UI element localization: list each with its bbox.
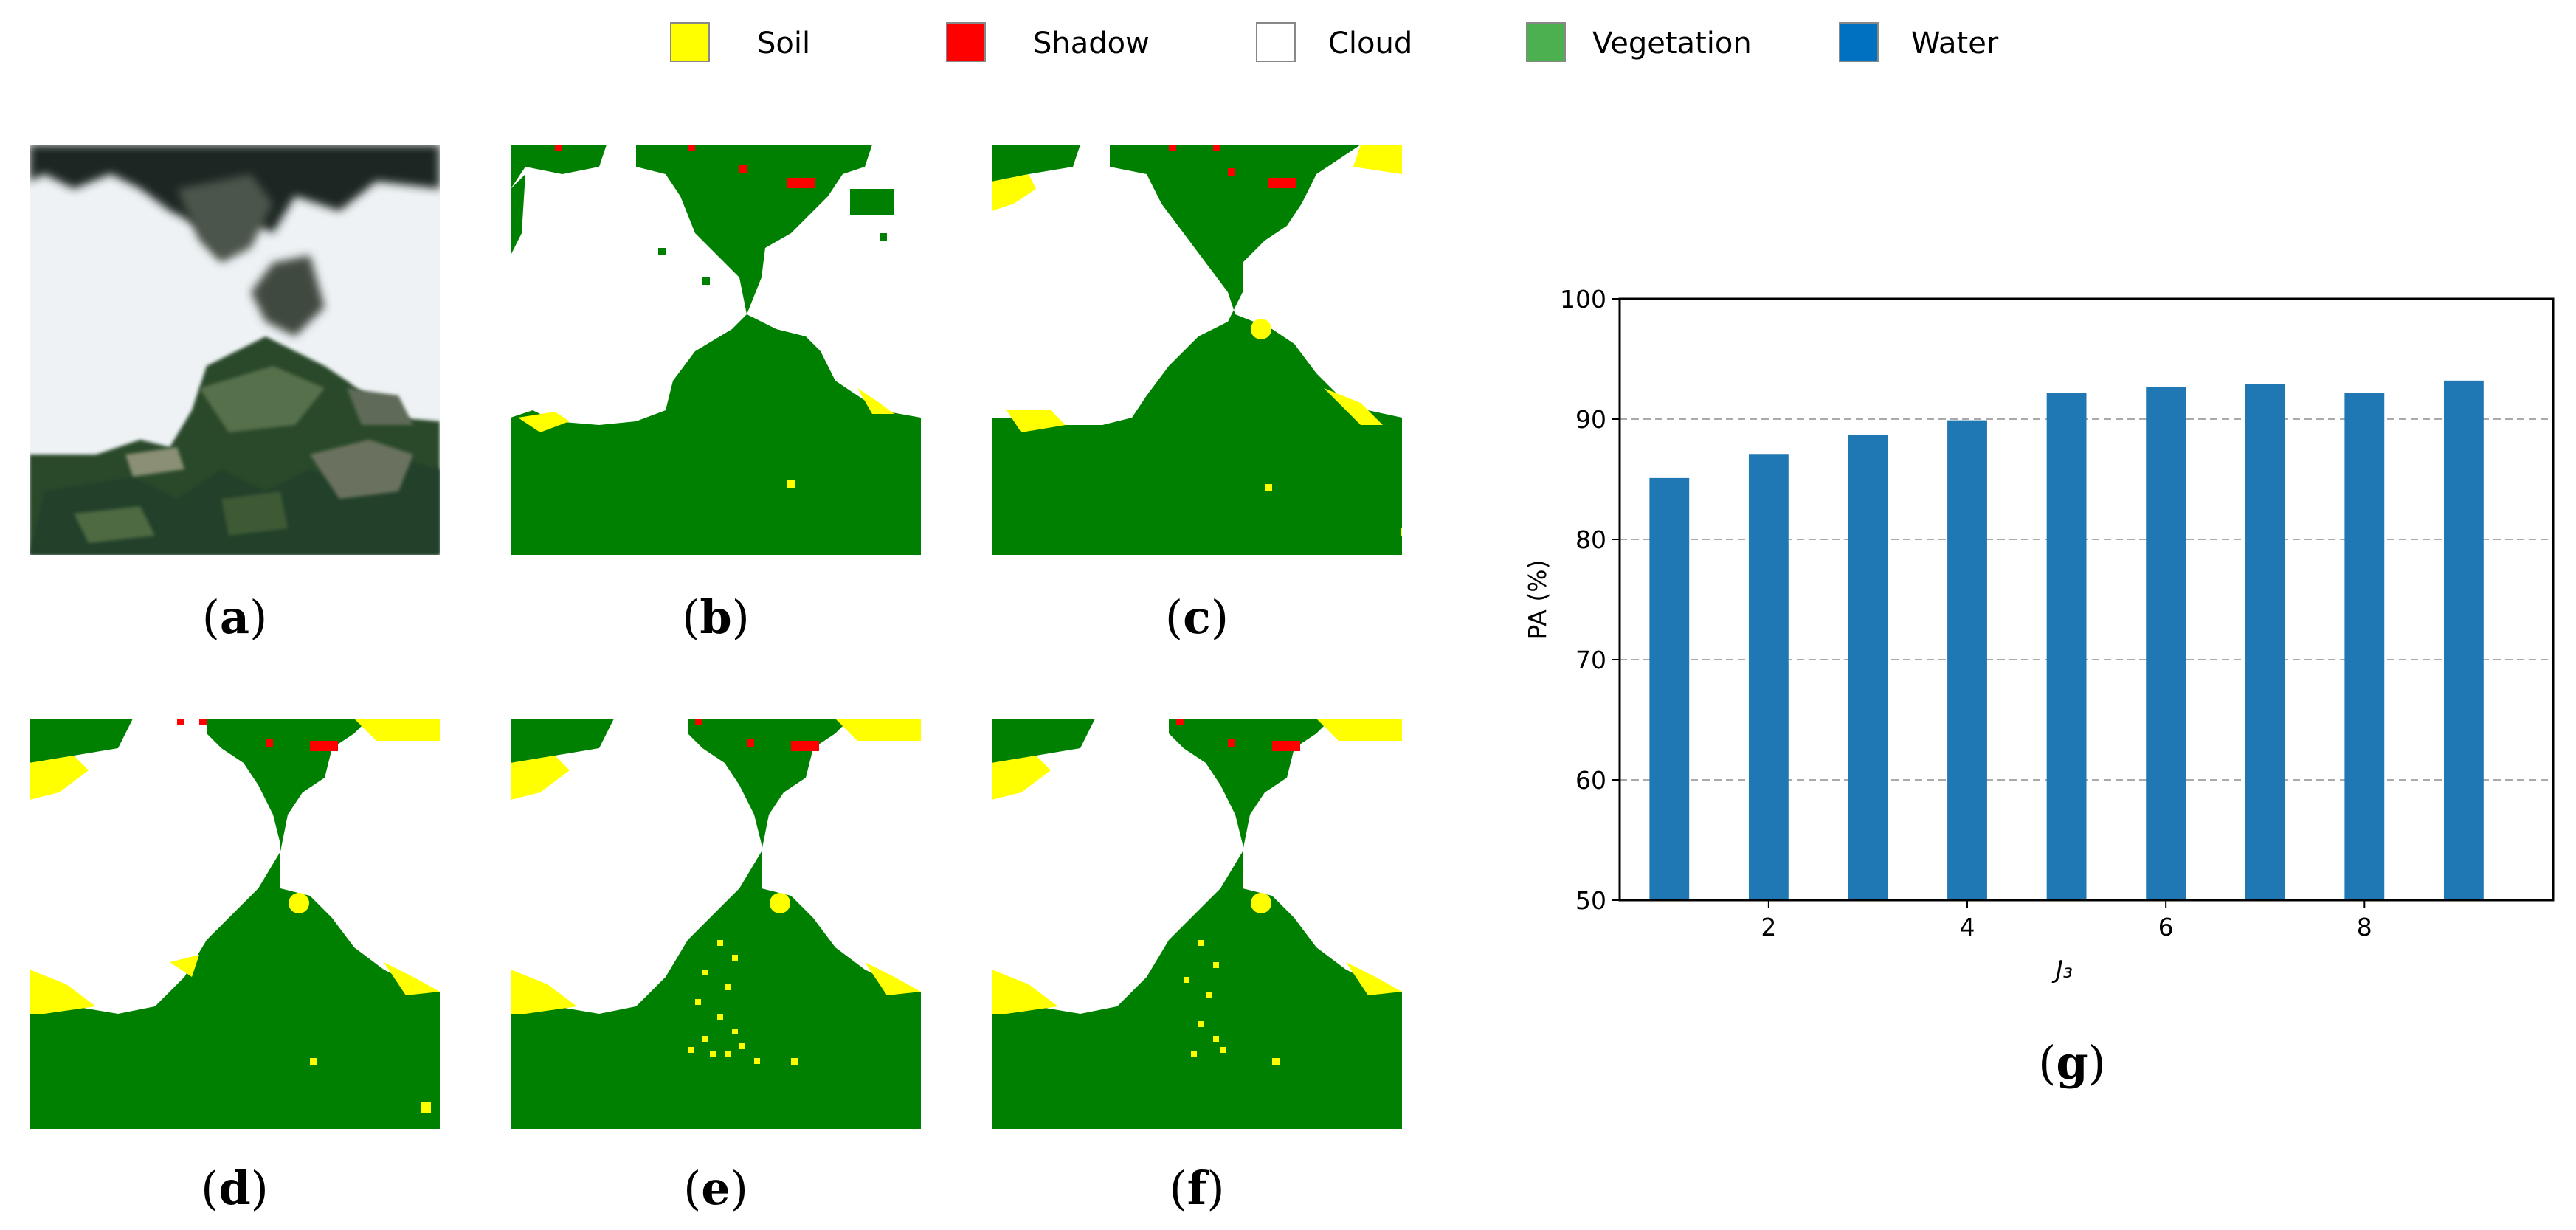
bar-j3-5 [2046, 393, 2087, 900]
x-tick-label-6: 6 [2158, 913, 2174, 941]
y-tick-label-90: 90 [1575, 405, 1606, 434]
legend-swatch-shadow [946, 22, 986, 62]
satellite-image-a [30, 145, 440, 555]
bar-j3-9 [2443, 380, 2484, 900]
bar-j3-3 [1848, 435, 1888, 900]
legend-swatch-water [1839, 22, 1879, 62]
classification-map-e [511, 719, 921, 1129]
y-tick-label-50: 50 [1575, 886, 1606, 915]
bars [1649, 380, 2484, 900]
legend-swatch-vegetation [1526, 22, 1566, 62]
legend-swatch-cloud [1256, 22, 1296, 62]
caption-g: (g) [2038, 1036, 2106, 1090]
classification-map-f [992, 719, 1402, 1129]
pa-bar-chart: 50 60 70 80 90 100 2 4 6 8 PA (%) J₃ [1505, 280, 2575, 989]
y-tick-label-60: 60 [1575, 766, 1606, 795]
bar-j3-8 [2344, 393, 2385, 900]
classification-map-c [992, 145, 1402, 555]
legend-label-soil: Soil [757, 27, 811, 61]
caption-c: (c) [1164, 590, 1229, 644]
x-tick-label-4: 4 [1960, 913, 1975, 941]
bar-j3-7 [2245, 384, 2285, 900]
x-tick-label-2: 2 [1761, 913, 1776, 941]
legend-label-vegetation: Vegetation [1592, 27, 1752, 61]
chart-svg: 50 60 70 80 90 100 2 4 6 8 PA (%) J₃ [1523, 285, 2555, 984]
legend: Soil Shadow Cloud Vegetation Water [0, 0, 2576, 89]
caption-d: (d) [201, 1161, 269, 1215]
x-axis-label: J₃ [2051, 955, 2073, 984]
caption-b: (b) [682, 590, 750, 644]
bar-j3-1 [1649, 477, 1690, 900]
legend-label-cloud: Cloud [1328, 27, 1413, 61]
legend-label-water: Water [1911, 27, 1999, 61]
legend-label-shadow: Shadow [1033, 27, 1150, 61]
bar-j3-4 [1947, 420, 1987, 900]
bar-j3-6 [2146, 386, 2186, 900]
x-tick-label-8: 8 [2357, 913, 2372, 941]
legend-swatch-soil [670, 22, 710, 62]
caption-f: (f) [1169, 1161, 1225, 1215]
ticks: 50 60 70 80 90 100 2 4 6 8 [1560, 285, 2372, 941]
plot-frame [1618, 297, 2555, 902]
caption-a: (a) [201, 590, 268, 644]
classification-map-d [30, 719, 440, 1129]
y-tick-label-80: 80 [1575, 525, 1606, 554]
classification-map-b [511, 145, 921, 555]
bar-j3-2 [1748, 454, 1789, 900]
y-tick-label-70: 70 [1575, 646, 1606, 674]
y-axis-label: PA (%) [1523, 560, 1552, 640]
caption-e: (e) [683, 1161, 748, 1215]
y-tick-label-100: 100 [1560, 285, 1606, 314]
